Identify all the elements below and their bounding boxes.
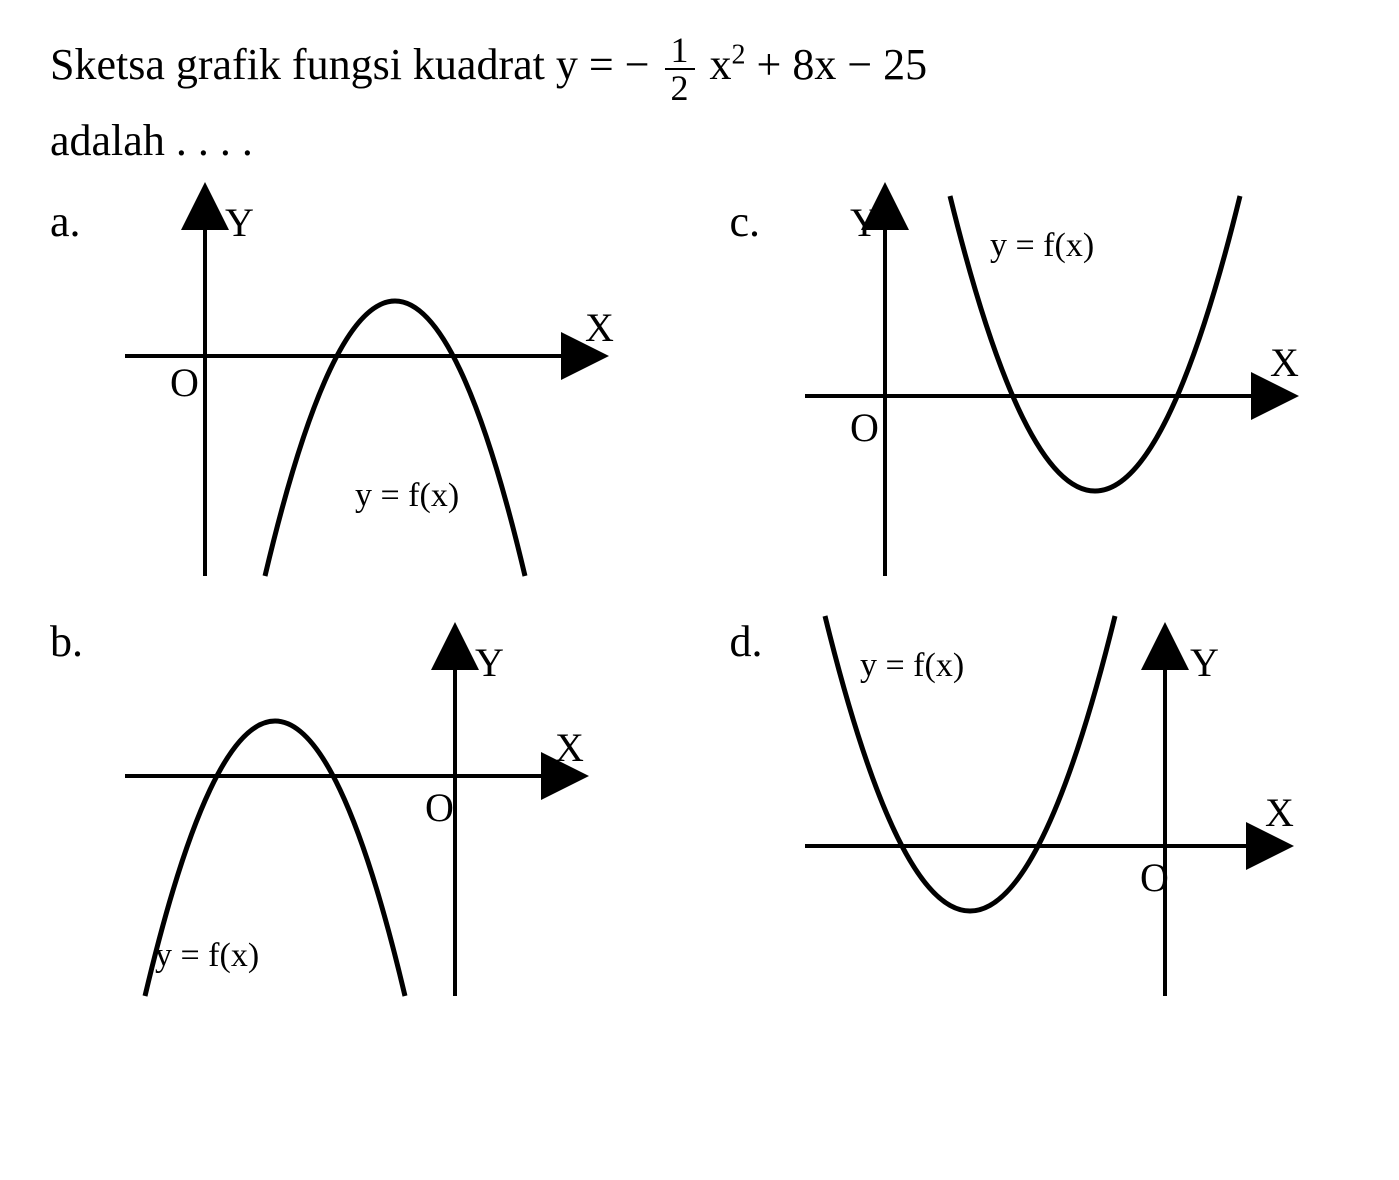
fraction-half: 1 2 — [665, 32, 695, 106]
negative-sign: − — [625, 40, 650, 89]
option-d-label: d. — [730, 616, 780, 667]
y-axis-label: Y — [225, 200, 254, 245]
graph-b: Y X O y = f(x) — [115, 616, 615, 996]
question-rest: + 8x − 25 — [746, 40, 928, 89]
option-a: a. Y X O y = f(x) — [50, 196, 670, 576]
fraction-den: 2 — [665, 70, 695, 106]
option-c-label: c. — [730, 196, 780, 247]
origin-label: O — [425, 785, 454, 830]
x-var: x — [710, 40, 732, 89]
option-b-label: b. — [50, 616, 100, 667]
option-d: d. Y X O y = f(x) — [730, 616, 1350, 996]
x-axis-label: X — [585, 305, 614, 350]
exponent: 2 — [732, 39, 746, 70]
option-c: c. Y X O y = f(x) — [730, 196, 1350, 576]
graph-a: Y X O y = f(x) — [115, 196, 615, 576]
question-before: Sketsa grafik fungsi kuadrat y = — [50, 40, 625, 89]
origin-label: O — [850, 405, 879, 450]
x-axis-label: X — [555, 725, 584, 770]
option-b: b. Y X O y = f(x) — [50, 616, 670, 996]
y-axis-label: Y — [475, 640, 504, 685]
origin-label: O — [170, 360, 199, 405]
x-axis-label: X — [1270, 340, 1299, 385]
question-text: Sketsa grafik fungsi kuadrat y = − 1 2 x… — [50, 30, 1349, 176]
curve-label: y = f(x) — [860, 647, 964, 684]
options-grid: a. Y X O y = f(x) — [50, 196, 1349, 996]
option-a-label: a. — [50, 196, 100, 247]
y-axis-label: Y — [1190, 640, 1219, 685]
question-line2: adalah . . . . — [50, 116, 253, 165]
y-axis-label: Y — [850, 200, 879, 245]
graph-c: Y X O y = f(x) — [795, 196, 1295, 576]
curve-label: y = f(x) — [155, 937, 259, 974]
x-axis-label: X — [1265, 790, 1294, 835]
fraction-num: 1 — [665, 32, 695, 70]
parabola-curve — [265, 301, 525, 576]
curve-label: y = f(x) — [990, 227, 1094, 264]
curve-label: y = f(x) — [355, 477, 459, 514]
origin-label: O — [1140, 855, 1169, 900]
graph-d: Y X O y = f(x) — [795, 616, 1295, 996]
